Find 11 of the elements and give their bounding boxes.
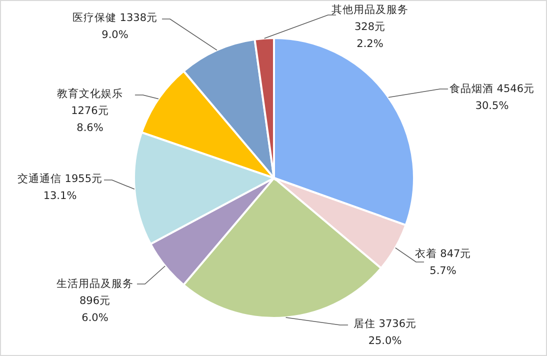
slice-label: 生活用品及服务 (56, 277, 134, 290)
slice-label: 食品烟酒 4546元 30.5% (449, 82, 535, 112)
data-label: 1276元 8.6% (71, 105, 109, 134)
slice-label: 其他用品及服务 (332, 3, 408, 16)
slice-label: 居住 3736元 25.0% (353, 318, 417, 347)
data-label: 896元 6.0% (79, 295, 111, 324)
slice-label: 教育文化娱乐 (57, 87, 123, 100)
slice-label: 衣着 847元 5.7% (414, 247, 472, 277)
slice-label: 交通通信 1955元 13.1% (17, 172, 103, 202)
slice-label: 医疗保健 1338元 9.0% (72, 11, 158, 41)
data-label: 328元 2.2% (354, 21, 386, 50)
